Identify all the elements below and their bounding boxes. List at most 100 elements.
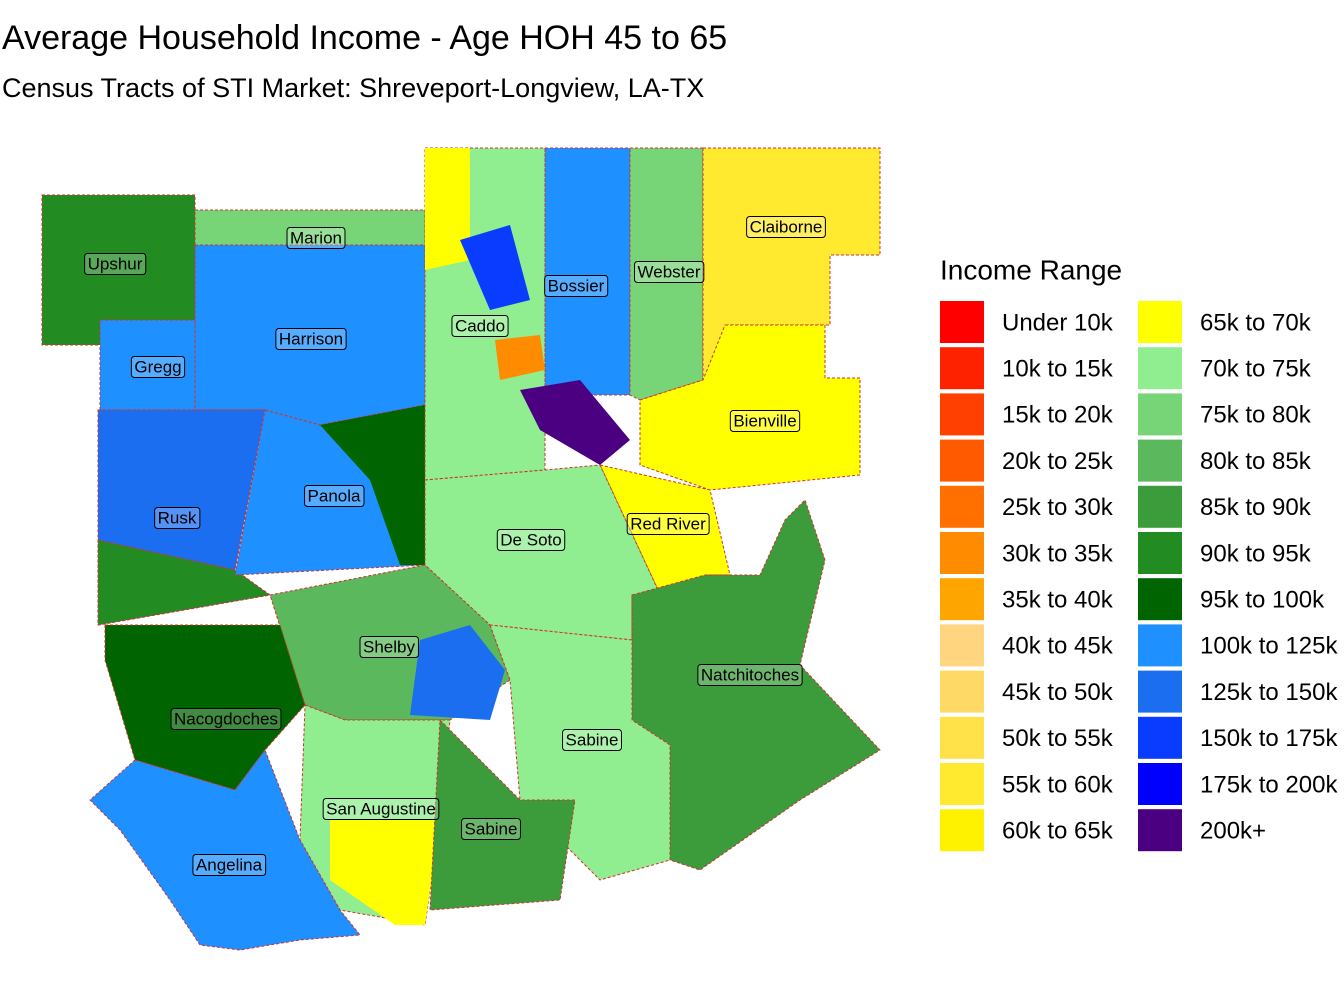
county-label-box xyxy=(544,274,609,297)
county-label: Bossier xyxy=(548,276,605,295)
legend-label: 80k to 85k xyxy=(1200,448,1312,475)
county-label-box xyxy=(154,506,201,529)
county-label-box xyxy=(322,797,440,820)
legend-swatch xyxy=(1138,578,1182,621)
county-label: Sabine xyxy=(465,819,518,838)
legend-swatch xyxy=(940,485,984,528)
county-label: Nacogdoches xyxy=(174,709,278,728)
tract-shape xyxy=(520,380,630,465)
tract-shape xyxy=(330,820,440,925)
tract-shape xyxy=(410,625,505,720)
county-labels: Upshur Marion Harrison Gregg Caddo Bossier Web… xyxy=(84,215,826,876)
legend-swatch xyxy=(940,809,984,852)
county-shape xyxy=(544,147,631,396)
legend-swatch xyxy=(940,301,984,343)
county-label: Sabine xyxy=(566,730,619,749)
county-label: Rusk xyxy=(158,508,197,527)
legend-label: 15k to 20k xyxy=(1002,402,1114,429)
county-label: Red River xyxy=(630,514,706,533)
legend-swatch xyxy=(1138,301,1182,343)
county-label-box xyxy=(746,215,826,238)
legend-swatch xyxy=(940,393,984,436)
legend-label: 60k to 65k xyxy=(1002,818,1114,845)
legend-swatch xyxy=(940,670,984,713)
legend-label: 90k to 95k xyxy=(1200,540,1312,567)
legend-label: 40k to 45k xyxy=(1002,633,1114,660)
legend-swatch xyxy=(1138,393,1182,436)
county-label-box xyxy=(697,663,803,686)
legend-label: 85k to 90k xyxy=(1200,494,1312,521)
county-label: Upshur xyxy=(88,254,143,273)
legend-label: 70k to 75k xyxy=(1200,356,1312,383)
legend-swatch xyxy=(940,347,984,390)
legend-label: 35k to 40k xyxy=(1002,587,1114,614)
legend-swatch xyxy=(1138,532,1182,574)
county-label: Harrison xyxy=(279,329,343,348)
county-shape xyxy=(97,539,272,626)
county-shape xyxy=(429,718,576,911)
legend-label: 25k to 30k xyxy=(1002,494,1114,521)
county-label: San Augustine xyxy=(326,799,436,818)
legend-swatch xyxy=(940,532,984,574)
county-label-box xyxy=(626,512,710,535)
legend-label: 65k to 70k xyxy=(1200,309,1312,336)
legend-swatch xyxy=(1138,485,1182,528)
county-label-box xyxy=(84,252,147,275)
county-label: Claiborne xyxy=(750,217,823,236)
tract-shape xyxy=(460,225,530,310)
map-title: Average Household Income - Age HOH 45 to… xyxy=(2,19,727,57)
legend-swatch xyxy=(940,763,984,805)
county-label: Shelby xyxy=(363,637,415,656)
county-label-box xyxy=(192,853,267,876)
legend-swatch xyxy=(1138,809,1182,852)
county-shape xyxy=(639,324,861,491)
county-label-box xyxy=(729,409,801,432)
map-subtitle: Census Tracts of STI Market: Shreveport-… xyxy=(2,73,704,103)
legend-swatch xyxy=(1138,716,1182,759)
legend-label: 50k to 55k xyxy=(1002,725,1114,752)
legend-label: 125k to 150k xyxy=(1200,679,1338,706)
county-shape xyxy=(104,624,306,791)
county-label: Angelina xyxy=(196,855,263,874)
legend-label: 150k to 175k xyxy=(1200,725,1338,752)
county-label-box xyxy=(496,528,566,551)
legend-swatch xyxy=(1138,763,1182,805)
tract-shape xyxy=(425,148,470,270)
county-label: Bienville xyxy=(733,411,796,430)
legend-label: 200k+ xyxy=(1200,818,1266,845)
legend-swatch xyxy=(1138,439,1182,482)
county-label: Panola xyxy=(308,486,361,505)
legend-swatch xyxy=(940,578,984,621)
county-label-box xyxy=(130,355,186,378)
legend-label: 30k to 35k xyxy=(1002,540,1114,567)
legend-swatch xyxy=(1138,347,1182,390)
map xyxy=(41,147,881,951)
county-label: Gregg xyxy=(134,357,181,376)
legend-label: 20k to 25k xyxy=(1002,448,1114,475)
county-shape xyxy=(629,147,704,401)
legend-label: 55k to 60k xyxy=(1002,771,1114,798)
legend-swatch xyxy=(1138,624,1182,667)
legend-swatch xyxy=(1138,670,1182,713)
county-shape xyxy=(489,624,671,881)
county-label-box xyxy=(451,314,509,337)
county-label: Webster xyxy=(638,262,701,281)
tract-shape xyxy=(495,335,545,380)
legend-label: 100k to 125k xyxy=(1200,633,1338,660)
county-label-box xyxy=(286,226,346,249)
county-shape xyxy=(89,748,361,951)
county-label-box xyxy=(562,728,622,751)
legend-label: Under 10k xyxy=(1002,309,1114,336)
legend: Under 10k 10k to 15k 15k to 20k 20k to 25k 2… xyxy=(940,301,1338,852)
county-label-box xyxy=(304,484,365,507)
legend-label: 95k to 100k xyxy=(1200,587,1325,614)
county-label-box xyxy=(359,635,419,658)
legend-swatch xyxy=(940,716,984,759)
legend-swatch xyxy=(940,439,984,482)
county-label-box xyxy=(170,707,282,730)
county-label-box xyxy=(275,327,347,350)
county-label-box xyxy=(634,260,705,283)
tract-shape xyxy=(320,405,425,565)
